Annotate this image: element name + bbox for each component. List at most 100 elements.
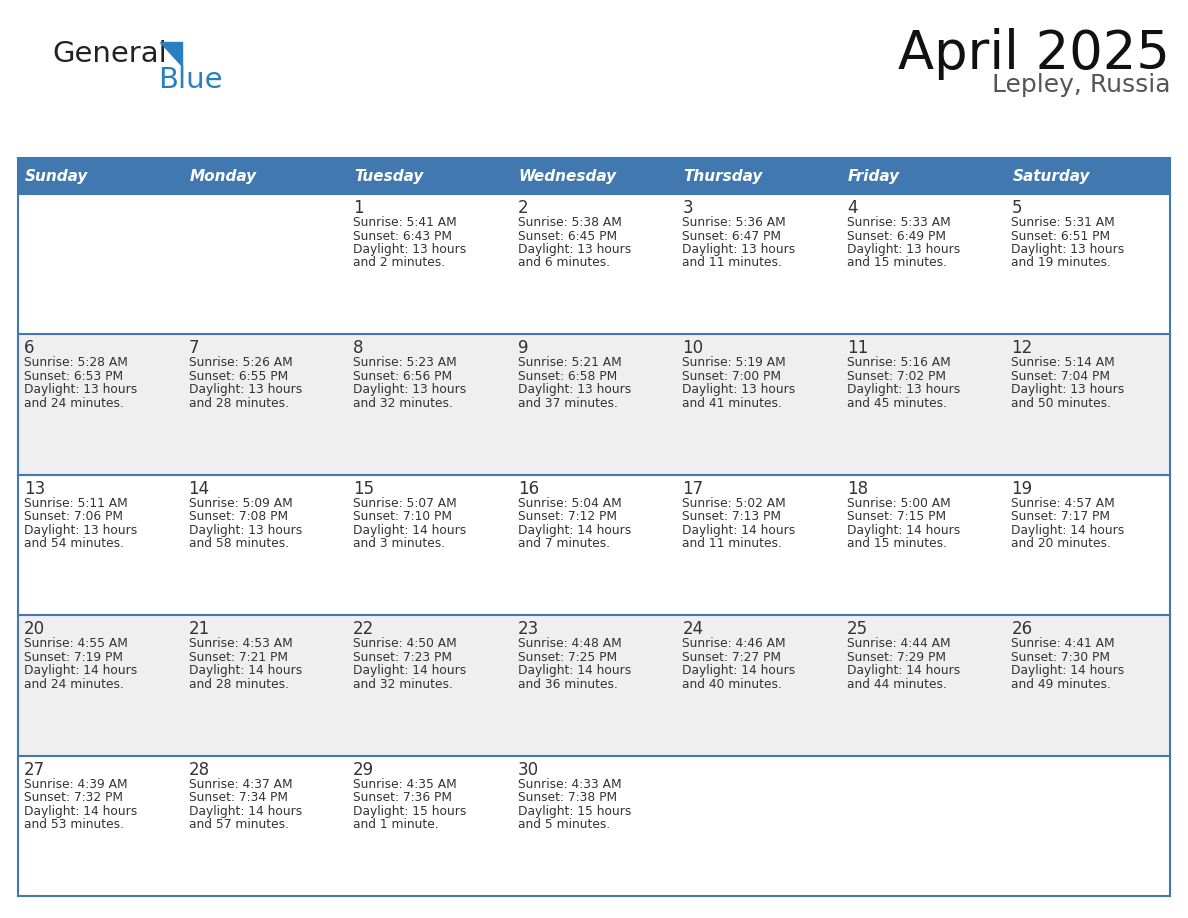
Text: Sunset: 7:30 PM: Sunset: 7:30 PM	[1011, 651, 1111, 664]
Text: Daylight: 15 hours: Daylight: 15 hours	[353, 804, 467, 818]
Text: Sunrise: 4:35 AM: Sunrise: 4:35 AM	[353, 778, 457, 790]
Text: April 2025: April 2025	[898, 28, 1170, 80]
Text: Sunrise: 5:28 AM: Sunrise: 5:28 AM	[24, 356, 128, 369]
Text: Sunrise: 4:41 AM: Sunrise: 4:41 AM	[1011, 637, 1116, 650]
Text: and 2 minutes.: and 2 minutes.	[353, 256, 446, 270]
Bar	[512, 158, 676, 194]
Text: Sunset: 7:13 PM: Sunset: 7:13 PM	[682, 510, 782, 523]
Text: Sunrise: 5:16 AM: Sunrise: 5:16 AM	[847, 356, 950, 369]
Bar	[676, 756, 841, 896]
Text: 3: 3	[682, 199, 693, 217]
Text: 14: 14	[189, 480, 210, 498]
Bar	[512, 615, 676, 756]
Text: and 32 minutes.: and 32 minutes.	[353, 397, 453, 410]
Text: 7: 7	[189, 340, 200, 357]
Text: Sunset: 7:38 PM: Sunset: 7:38 PM	[518, 791, 617, 804]
Text: Daylight: 14 hours: Daylight: 14 hours	[1011, 524, 1125, 537]
Text: and 6 minutes.: and 6 minutes.	[518, 256, 609, 270]
Text: Sunrise: 5:23 AM: Sunrise: 5:23 AM	[353, 356, 457, 369]
Bar	[183, 615, 347, 756]
Bar	[512, 475, 676, 615]
Text: and 15 minutes.: and 15 minutes.	[847, 537, 947, 550]
Bar	[347, 615, 512, 756]
Text: 28: 28	[189, 761, 210, 778]
Text: Sunset: 7:06 PM: Sunset: 7:06 PM	[24, 510, 124, 523]
Text: and 40 minutes.: and 40 minutes.	[682, 677, 782, 690]
Text: 4: 4	[847, 199, 858, 217]
Bar	[1005, 756, 1170, 896]
Bar	[512, 756, 676, 896]
Bar	[676, 475, 841, 615]
Text: 2: 2	[518, 199, 529, 217]
Text: Sunset: 7:29 PM: Sunset: 7:29 PM	[847, 651, 946, 664]
Text: Sunrise: 4:44 AM: Sunrise: 4:44 AM	[847, 637, 950, 650]
Text: 12: 12	[1011, 340, 1032, 357]
Text: Friday: Friday	[848, 169, 901, 184]
Text: and 24 minutes.: and 24 minutes.	[24, 677, 124, 690]
Text: Daylight: 13 hours: Daylight: 13 hours	[518, 384, 631, 397]
Text: Sunset: 7:36 PM: Sunset: 7:36 PM	[353, 791, 453, 804]
Text: 13: 13	[24, 480, 45, 498]
Text: Thursday: Thursday	[683, 169, 763, 184]
Text: Daylight: 14 hours: Daylight: 14 hours	[847, 665, 960, 677]
Text: Blue: Blue	[158, 66, 222, 94]
Bar	[841, 615, 1005, 756]
Text: Daylight: 13 hours: Daylight: 13 hours	[682, 243, 796, 256]
Bar	[676, 615, 841, 756]
Text: Sunrise: 5:09 AM: Sunrise: 5:09 AM	[189, 497, 292, 509]
Text: Sunset: 7:32 PM: Sunset: 7:32 PM	[24, 791, 124, 804]
Bar	[183, 756, 347, 896]
Text: and 11 minutes.: and 11 minutes.	[682, 256, 782, 270]
Text: Sunrise: 4:57 AM: Sunrise: 4:57 AM	[1011, 497, 1116, 509]
Text: 6: 6	[24, 340, 34, 357]
Text: 11: 11	[847, 340, 868, 357]
Text: Monday: Monday	[190, 169, 257, 184]
Text: 5: 5	[1011, 199, 1022, 217]
Text: Daylight: 13 hours: Daylight: 13 hours	[847, 243, 960, 256]
Text: Sunset: 7:10 PM: Sunset: 7:10 PM	[353, 510, 453, 523]
Text: 21: 21	[189, 621, 210, 638]
Text: Daylight: 13 hours: Daylight: 13 hours	[24, 524, 138, 537]
Text: Sunset: 7:25 PM: Sunset: 7:25 PM	[518, 651, 617, 664]
Text: Sunday: Sunday	[25, 169, 88, 184]
Text: and 11 minutes.: and 11 minutes.	[682, 537, 782, 550]
Text: 26: 26	[1011, 621, 1032, 638]
Text: Sunrise: 5:36 AM: Sunrise: 5:36 AM	[682, 216, 786, 229]
Bar	[841, 475, 1005, 615]
Text: 22: 22	[353, 621, 374, 638]
Text: and 49 minutes.: and 49 minutes.	[1011, 677, 1111, 690]
Bar	[676, 158, 841, 194]
Text: Daylight: 13 hours: Daylight: 13 hours	[847, 384, 960, 397]
Text: Daylight: 13 hours: Daylight: 13 hours	[682, 384, 796, 397]
Text: General: General	[52, 40, 166, 68]
Text: Sunset: 7:27 PM: Sunset: 7:27 PM	[682, 651, 782, 664]
Bar	[183, 334, 347, 475]
Text: 10: 10	[682, 340, 703, 357]
Text: 24: 24	[682, 621, 703, 638]
Text: Daylight: 13 hours: Daylight: 13 hours	[353, 243, 467, 256]
Text: and 5 minutes.: and 5 minutes.	[518, 818, 609, 831]
Text: Sunrise: 4:33 AM: Sunrise: 4:33 AM	[518, 778, 621, 790]
Bar	[18, 334, 183, 475]
Text: Sunset: 6:43 PM: Sunset: 6:43 PM	[353, 230, 453, 242]
Text: Sunrise: 5:04 AM: Sunrise: 5:04 AM	[518, 497, 621, 509]
Text: 30: 30	[518, 761, 539, 778]
Text: Sunrise: 4:53 AM: Sunrise: 4:53 AM	[189, 637, 292, 650]
Text: Sunset: 7:02 PM: Sunset: 7:02 PM	[847, 370, 946, 383]
Text: and 15 minutes.: and 15 minutes.	[847, 256, 947, 270]
Text: Sunset: 6:51 PM: Sunset: 6:51 PM	[1011, 230, 1111, 242]
Text: and 53 minutes.: and 53 minutes.	[24, 818, 124, 831]
Text: and 50 minutes.: and 50 minutes.	[1011, 397, 1112, 410]
Text: Daylight: 13 hours: Daylight: 13 hours	[1011, 243, 1125, 256]
Text: 17: 17	[682, 480, 703, 498]
Text: Sunset: 7:23 PM: Sunset: 7:23 PM	[353, 651, 453, 664]
Bar	[1005, 475, 1170, 615]
Text: Sunset: 7:12 PM: Sunset: 7:12 PM	[518, 510, 617, 523]
Text: Daylight: 13 hours: Daylight: 13 hours	[1011, 384, 1125, 397]
Text: 29: 29	[353, 761, 374, 778]
Bar	[18, 615, 183, 756]
Text: Sunset: 7:21 PM: Sunset: 7:21 PM	[189, 651, 287, 664]
Text: Daylight: 14 hours: Daylight: 14 hours	[353, 665, 467, 677]
Bar	[183, 158, 347, 194]
Text: Sunrise: 5:07 AM: Sunrise: 5:07 AM	[353, 497, 457, 509]
